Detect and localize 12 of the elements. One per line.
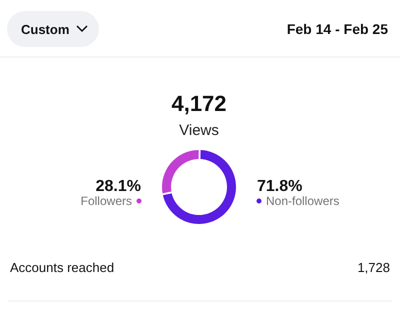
text: Accounts reached	[10, 260, 114, 275]
donut-slice	[162, 150, 236, 224]
data-label: 71.8%	[257, 178, 302, 195]
data-label: 28.1%	[96, 178, 141, 195]
chart-title: 4,172	[171, 91, 227, 116]
chart-subtitle: Views	[179, 122, 219, 139]
text: Custom	[21, 22, 70, 37]
slice-label: Followers	[80, 194, 132, 208]
text: 1,728	[357, 260, 390, 275]
legend-label: Non-followers	[266, 194, 340, 208]
donut-slice	[162, 150, 199, 194]
text: Feb 14 - Feb 25	[286, 21, 388, 37]
